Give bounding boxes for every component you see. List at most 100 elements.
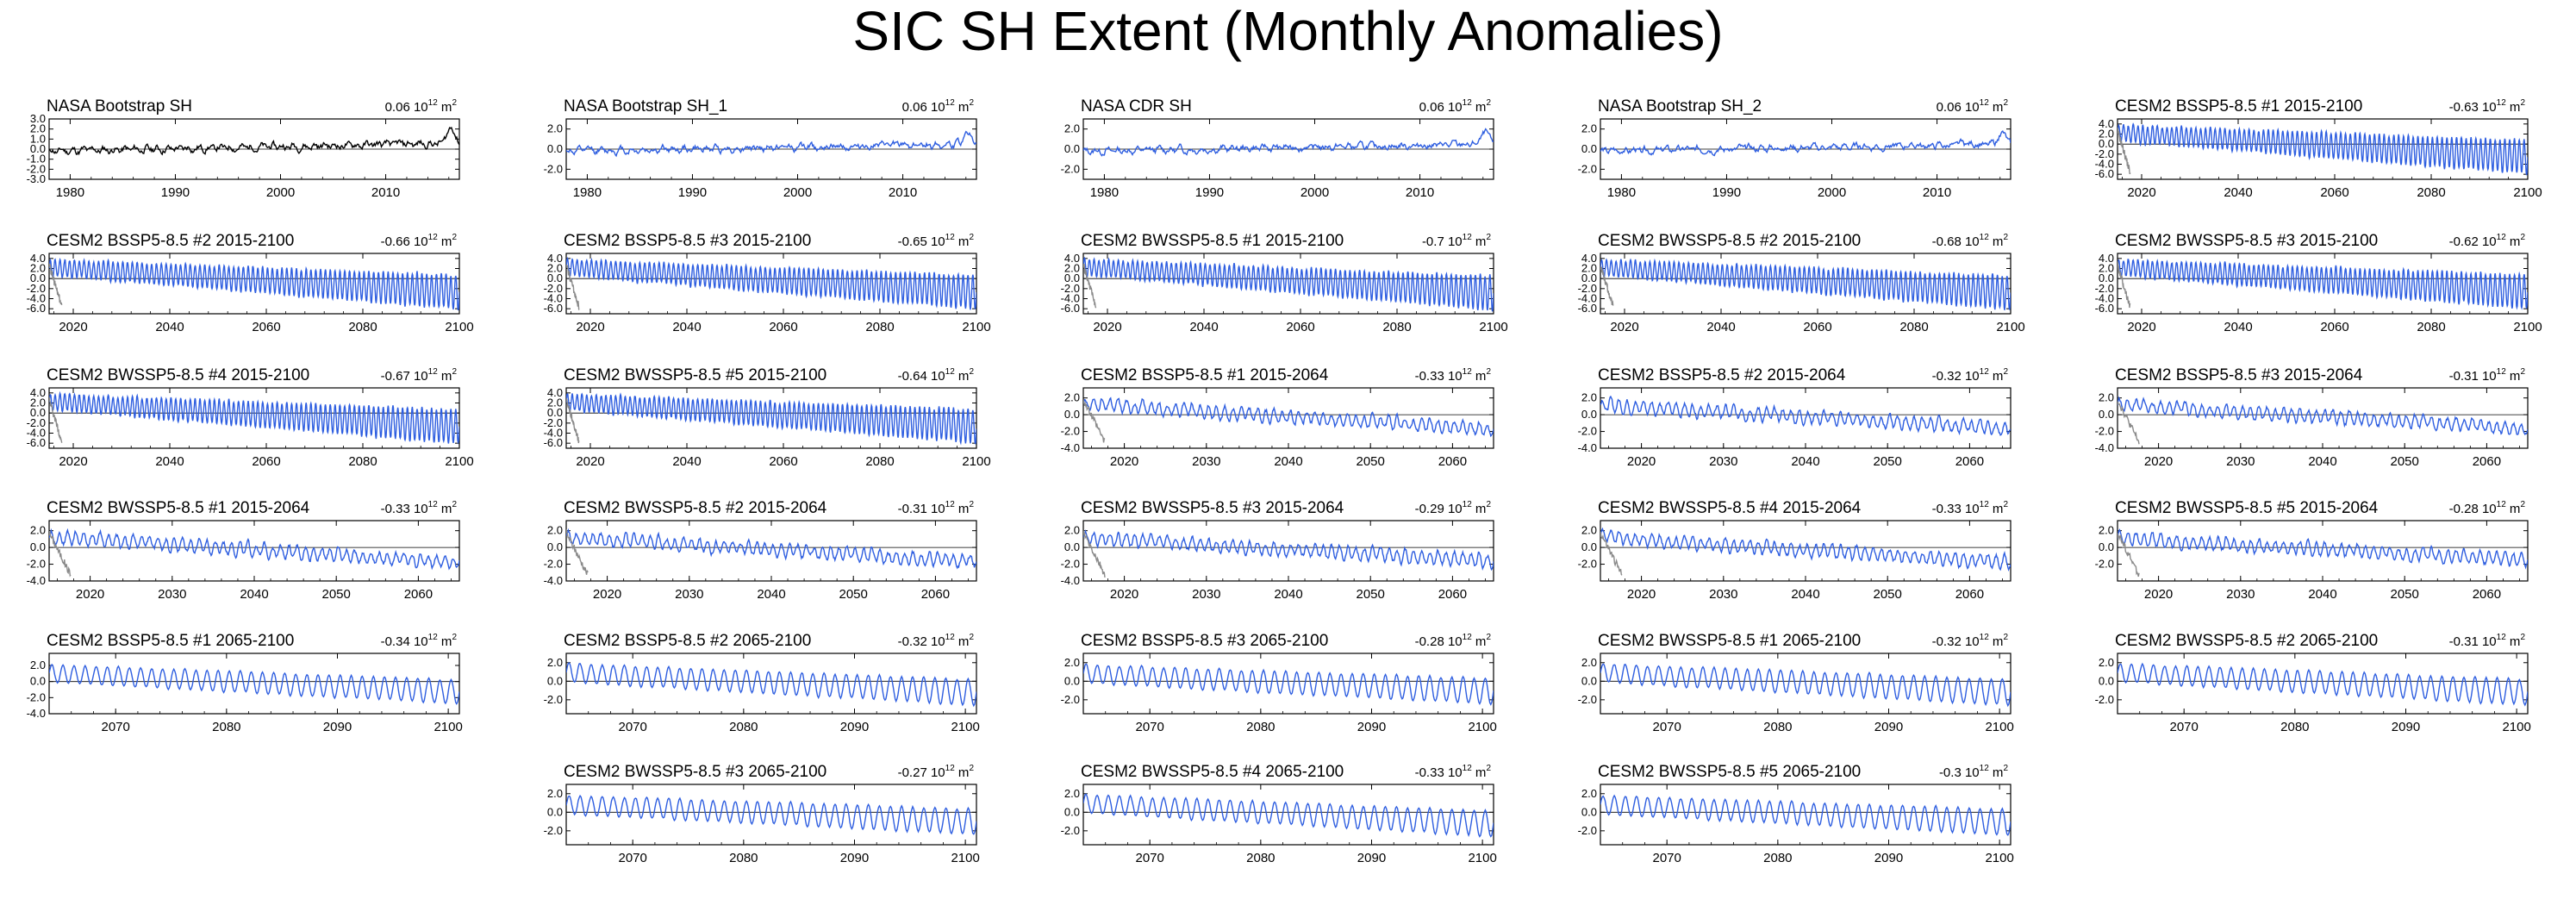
panel-stat: -0.31 1012 m2 [2449, 633, 2526, 649]
y-tick-label: 4.0 [2099, 117, 2114, 130]
panel-title: CESM2 BSSP5-8.5 #3 2065-2100 [1081, 632, 1328, 650]
panel-stat: -0.65 1012 m2 [898, 233, 975, 249]
x-tick-label: 2020 [2127, 185, 2155, 200]
x-tick-label: 2030 [1192, 454, 1220, 469]
y-tick-label: 2.0 [547, 122, 563, 135]
x-tick-label: 2050 [839, 587, 868, 602]
y-tick-label: -6.0 [27, 302, 46, 315]
y-tick-label: 0.0 [1581, 408, 1597, 421]
series-line-reference [2118, 533, 2140, 578]
x-tick-label: 2020 [576, 320, 604, 334]
panel-stat: -0.32 1012 m2 [898, 633, 975, 649]
panel-title: CESM2 BSSP5-8.5 #1 2015-2064 [1081, 366, 1329, 384]
y-tick-label: -6.0 [2095, 167, 2114, 180]
y-tick-label: 2.0 [2099, 524, 2114, 537]
x-tick-label: 2080 [212, 720, 240, 734]
x-tick-label: 1980 [56, 185, 84, 200]
panel-stat: 0.06 1012 m2 [1937, 98, 2009, 115]
plot-frame [1082, 784, 1494, 846]
panel-14: CESM2 BSSP5-8.5 #2 2015-2064 -0.32 1012 m… [1578, 366, 2012, 469]
y-tick-label: -4.0 [2095, 292, 2114, 305]
x-tick-label: 2080 [1763, 851, 1792, 865]
y-tick-label: 0.0 [2099, 272, 2114, 284]
y-tick-label: 4.0 [1064, 252, 1080, 265]
plot-frame [565, 653, 977, 715]
y-tick-label: 2.0 [30, 397, 46, 409]
y-tick-label: -2.0 [544, 282, 563, 295]
series-line [1600, 395, 2011, 436]
x-tick-label: 2070 [1136, 851, 1164, 865]
y-tick-label: 4.0 [30, 386, 46, 399]
x-tick-label: 2060 [252, 320, 280, 334]
panel-stat: 0.06 1012 m2 [385, 98, 458, 115]
x-tick-label: 1980 [1607, 185, 1636, 200]
y-tick-label: -6.0 [1578, 302, 1597, 315]
series-line-reference [2118, 261, 2131, 309]
x-tick-label: 2030 [675, 587, 703, 602]
y-tick-label: 2.0 [2099, 391, 2114, 404]
y-tick-label: -2.0 [544, 162, 563, 175]
panel-title: CESM2 BSSP5-8.5 #2 2065-2100 [564, 632, 811, 650]
series-line-reference [1083, 400, 1106, 443]
panel-stat: -0.27 1012 m2 [898, 764, 975, 780]
series-line [49, 257, 459, 311]
x-tick-label: 2000 [783, 185, 812, 200]
x-tick-label: 2060 [2320, 320, 2348, 334]
series-line [1600, 258, 2011, 310]
plot-frame [1600, 653, 2012, 715]
series-line-reference [1083, 530, 1106, 578]
x-tick-label: 2100 [1985, 851, 2013, 865]
x-tick-label: 2080 [2280, 720, 2309, 734]
x-tick-label: 2100 [962, 454, 990, 469]
y-tick-label: -4.0 [27, 292, 46, 305]
panel-stat: -0.66 1012 m2 [381, 233, 458, 249]
plot-frame [1600, 784, 2012, 846]
x-tick-label: 1990 [678, 185, 707, 200]
plot-frame [48, 387, 460, 449]
panel-title: CESM2 BWSSP5-8.5 #5 2015-2064 [2115, 499, 2379, 517]
panel-stat: -0.32 1012 m2 [1932, 367, 2009, 384]
y-tick-label: -6.0 [2095, 302, 2114, 315]
panel-title: CESM2 BWSSP5-8.5 #4 2015-2100 [47, 366, 309, 384]
y-tick-label: 4.0 [547, 252, 563, 265]
y-tick-label: -2.0 [1061, 824, 1080, 837]
y-tick-label: 2.0 [547, 656, 563, 669]
y-tick-label: -4.0 [544, 574, 563, 587]
x-tick-label: 2090 [1874, 720, 1903, 734]
x-tick-label: 2080 [348, 454, 377, 469]
panel-stat: -0.62 1012 m2 [2449, 233, 2526, 249]
y-tick-label: 2.0 [1581, 656, 1597, 669]
x-tick-label: 2100 [1468, 851, 1496, 865]
y-tick-label: -6.0 [1061, 302, 1080, 315]
x-tick-label: 2060 [2473, 587, 2501, 602]
x-tick-label: 1990 [1195, 185, 1224, 200]
panel-title: CESM2 BWSSP5-8.5 #1 2065-2100 [1598, 632, 1861, 650]
x-tick-label: 2010 [371, 185, 400, 200]
plot-frame [565, 784, 977, 846]
y-tick-label: -2.0 [27, 162, 46, 175]
y-tick-label: -4.0 [1061, 441, 1080, 454]
y-tick-label: 3.0 [30, 112, 46, 125]
panel-20: CESM2 BWSSP5-8.5 #5 2015-2064 -0.28 1012 … [2095, 499, 2529, 602]
panel-22: CESM2 BSSP5-8.5 #2 2065-2100 -0.32 1012 m… [544, 632, 980, 734]
x-tick-label: 2050 [1874, 587, 1902, 602]
panel-title: CESM2 BSSP5-8.5 #1 2015-2100 [2115, 97, 2362, 116]
y-tick-label: 2.0 [1581, 524, 1597, 537]
y-tick-label: 4.0 [1581, 252, 1597, 265]
panel-title: NASA CDR SH [1081, 97, 1192, 116]
panel-stat: -0.28 1012 m2 [1415, 633, 1492, 649]
plot-frame [2117, 118, 2529, 180]
plot-frame [1600, 253, 2012, 315]
plot-frame [565, 387, 977, 449]
x-tick-label: 2010 [889, 185, 917, 200]
x-tick-label: 2020 [576, 454, 604, 469]
x-tick-label: 2090 [323, 720, 352, 734]
x-tick-label: 2070 [102, 720, 130, 734]
y-tick-label: -2.0 [1578, 282, 1597, 295]
y-tick-label: -2.0 [2095, 282, 2114, 295]
y-tick-label: 0.0 [1581, 142, 1597, 155]
y-tick-label: -2.0 [2095, 693, 2114, 706]
x-tick-label: 2020 [2144, 587, 2173, 602]
y-tick-label: 0.0 [30, 272, 46, 284]
panel-stat: -0.33 1012 m2 [1415, 764, 1492, 780]
